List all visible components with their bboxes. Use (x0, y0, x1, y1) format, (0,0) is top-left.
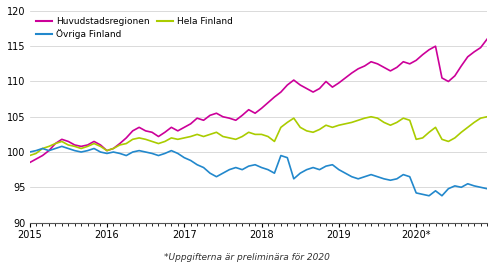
Övriga Finland (458, 186, 464, 189)
Line: Övriga Finland: Övriga Finland (30, 146, 487, 196)
Hela Finland (368, 115, 374, 118)
Huvudstadsregionen (181, 126, 187, 129)
Hela Finland (91, 142, 97, 145)
Övriga Finland (291, 177, 297, 180)
Övriga Finland (59, 145, 65, 148)
Huvudstadsregionen (317, 87, 323, 90)
Övriga Finland (484, 187, 490, 190)
Hela Finland (484, 115, 490, 118)
Övriga Finland (188, 159, 194, 162)
Huvudstadsregionen (484, 38, 490, 41)
Hela Finland (27, 154, 33, 157)
Övriga Finland (97, 151, 103, 154)
Line: Huvudstadsregionen: Huvudstadsregionen (30, 39, 487, 163)
Hela Finland (336, 124, 342, 127)
Huvudstadsregionen (285, 83, 290, 87)
Övriga Finland (426, 194, 432, 197)
Huvudstadsregionen (336, 81, 342, 85)
Text: *Uppgifterna är preliminära för 2020: *Uppgifterna är preliminära för 2020 (164, 253, 330, 262)
Hela Finland (136, 136, 142, 139)
Huvudstadsregionen (91, 140, 97, 143)
Hela Finland (285, 121, 290, 124)
Övriga Finland (27, 151, 33, 154)
Huvudstadsregionen (136, 126, 142, 129)
Övriga Finland (342, 172, 348, 175)
Hela Finland (317, 128, 323, 131)
Legend: Huvudstadsregionen, Övriga Finland, Hela Finland: Huvudstadsregionen, Övriga Finland, Hela… (34, 15, 234, 41)
Hela Finland (181, 136, 187, 139)
Övriga Finland (323, 165, 329, 168)
Line: Hela Finland: Hela Finland (30, 117, 487, 156)
Huvudstadsregionen (27, 161, 33, 164)
